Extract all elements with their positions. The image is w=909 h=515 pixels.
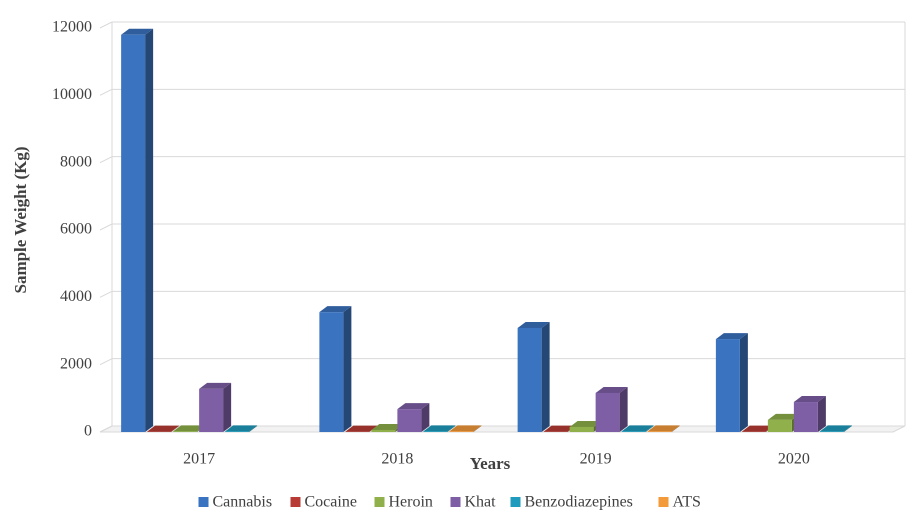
- bar-side: [541, 321, 550, 432]
- bar-top: [767, 413, 800, 420]
- bar-top: [147, 425, 180, 432]
- legend-swatch: [198, 497, 209, 507]
- legend-label: Cocaine: [305, 494, 357, 511]
- bar-side: [473, 425, 482, 432]
- bar: [647, 431, 672, 432]
- x-tick-label: 2020: [778, 451, 810, 468]
- legend-label: Benzodiazepines: [525, 494, 633, 511]
- bar-side: [145, 28, 154, 432]
- bar-top: [715, 333, 748, 340]
- x-axis-title: Years: [470, 454, 511, 473]
- bar-side: [817, 396, 826, 432]
- bar: [449, 431, 474, 432]
- bar-side: [171, 425, 180, 432]
- bar: [595, 392, 620, 432]
- bar: [371, 429, 396, 432]
- bar: [517, 327, 542, 432]
- bar-top: [397, 403, 430, 410]
- grid-line-side: [99, 21, 113, 29]
- bar-side: [645, 425, 654, 432]
- bar-top: [543, 425, 576, 432]
- y-tick-label: 4000: [60, 288, 92, 305]
- legend-swatch: [510, 497, 521, 507]
- legend-label: Cannabis: [213, 494, 273, 511]
- x-tick-label: 2019: [580, 451, 612, 468]
- legend-label: ATS: [673, 494, 701, 511]
- bar: [225, 431, 250, 432]
- bar: [423, 431, 448, 432]
- grid-line-side: [99, 358, 113, 366]
- bar: [767, 419, 792, 432]
- bar: [793, 402, 818, 432]
- bar-top: [121, 28, 154, 35]
- legend-swatch: [290, 497, 301, 507]
- bar-top: [423, 425, 456, 432]
- bar-side: [447, 425, 456, 432]
- bar: [397, 409, 422, 432]
- legend-swatch: [450, 497, 461, 507]
- bar-top: [621, 425, 654, 432]
- y-tick-label: 12000: [52, 19, 92, 36]
- legend-swatch: [658, 497, 669, 507]
- grid-line-side: [99, 290, 113, 298]
- bar: [569, 426, 594, 432]
- legend-swatch: [374, 497, 385, 507]
- bar: [715, 339, 740, 432]
- bar: [319, 312, 344, 432]
- bar-top: [319, 306, 352, 313]
- bar-top: [595, 386, 628, 393]
- bar: [621, 431, 646, 432]
- bar-side: [343, 306, 352, 432]
- bar-side: [843, 425, 852, 432]
- bar: [121, 34, 146, 432]
- bar-top: [517, 321, 550, 328]
- bar-top: [793, 396, 826, 403]
- bar-top: [647, 425, 680, 432]
- y-tick-label: 0: [84, 423, 92, 440]
- bar: [199, 388, 224, 432]
- grid-line-side: [99, 156, 113, 164]
- grid-line-side: [99, 425, 113, 433]
- bar-top: [173, 425, 206, 432]
- bar-top: [741, 425, 774, 432]
- bar: [819, 431, 844, 432]
- grid-line-side: [99, 223, 113, 231]
- bar-top: [345, 425, 378, 432]
- bar-side: [671, 425, 680, 432]
- bar-side: [739, 333, 748, 432]
- bar-side: [421, 403, 430, 432]
- bar-top: [225, 425, 258, 432]
- y-tick-label: 2000: [60, 355, 92, 372]
- bar-side: [619, 386, 628, 432]
- x-tick-label: 2017: [183, 451, 215, 468]
- legend-label: Heroin: [389, 494, 433, 511]
- y-axis-title: Sample Weight (Kg): [11, 146, 30, 293]
- grid-line-side: [99, 88, 113, 96]
- bar: [173, 431, 198, 432]
- y-tick-label: 6000: [60, 221, 92, 238]
- x-tick-label: 2018: [381, 451, 413, 468]
- bar-top: [449, 425, 482, 432]
- bar-top: [819, 425, 852, 432]
- legend-label: Khat: [465, 494, 497, 511]
- bar-top: [199, 382, 232, 389]
- y-tick-label: 8000: [60, 153, 92, 170]
- bar-top: [569, 420, 602, 427]
- y-tick-label: 10000: [52, 86, 92, 103]
- bar-top: [371, 423, 404, 430]
- bar-side: [223, 382, 232, 432]
- bar-side: [249, 425, 258, 432]
